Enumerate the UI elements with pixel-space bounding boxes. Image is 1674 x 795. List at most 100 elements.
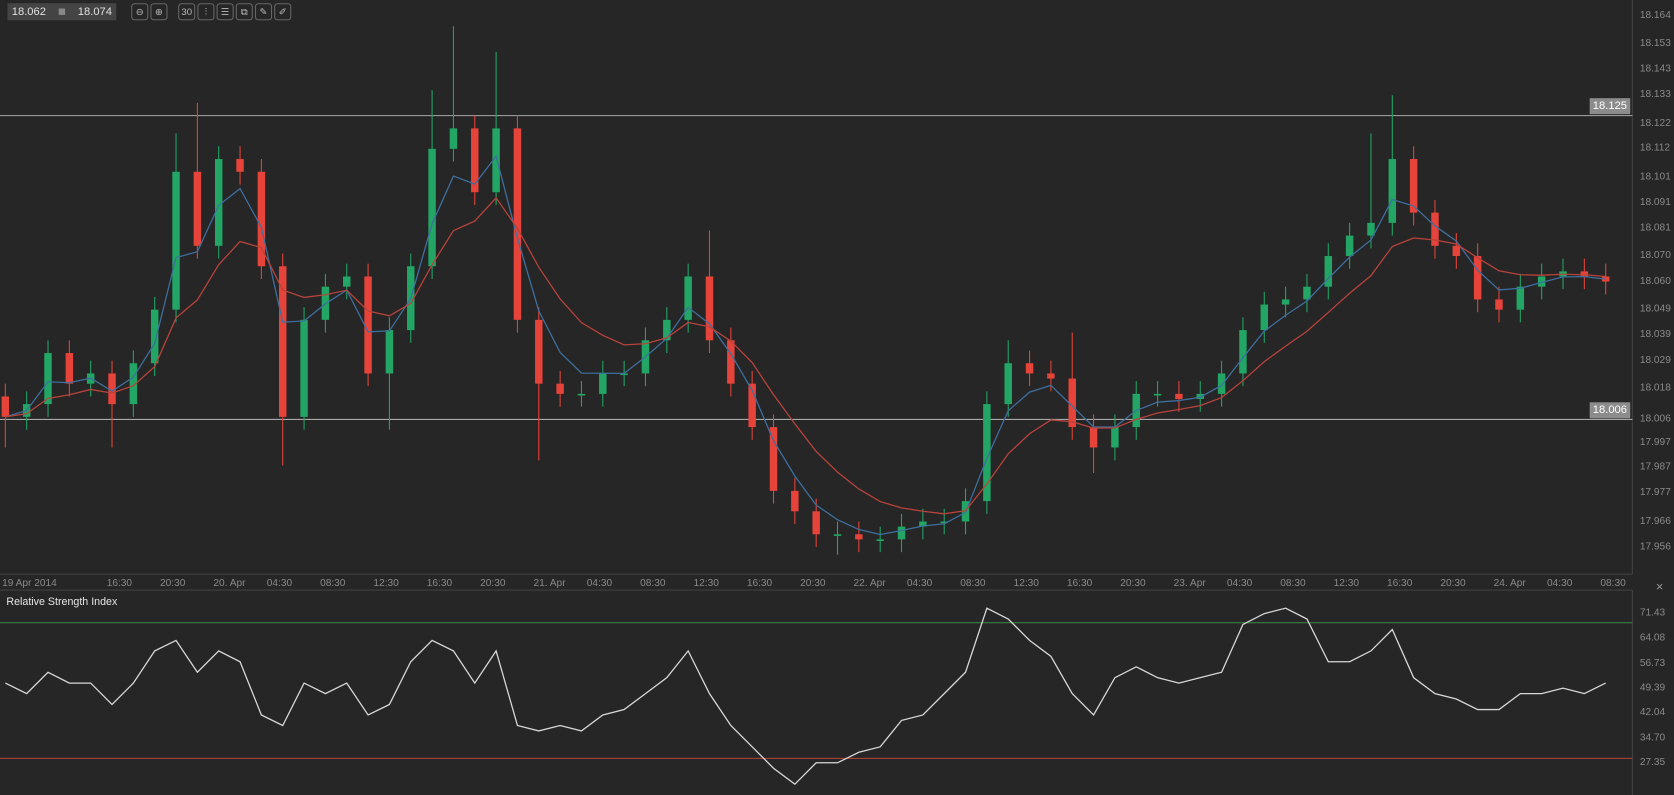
candle-bullish [492,128,500,193]
candle-bearish [1089,427,1098,448]
candle-bullish [663,319,671,341]
candle-bullish [599,373,607,394]
time-tick-label: 16:30 [1066,577,1093,590]
candle-bearish [1068,378,1076,428]
candle-bearish [278,266,287,417]
price-tick-label: 17.956 [1639,540,1671,553]
time-tick-label: 16:30 [1386,577,1413,590]
candle-bearish [812,511,820,535]
time-tick-label: 04:30 [1547,577,1573,590]
candle-bearish [705,276,714,341]
candle-bullish [1217,373,1226,394]
candle-bearish [556,383,564,394]
candle-bullish [1239,330,1247,374]
time-tick-label: 12:30 [373,577,399,590]
candle-bullish [1281,299,1290,305]
candle-bearish [1,396,10,417]
time-tick-label: 20. Apr [213,577,246,590]
candle-bullish [1367,222,1375,236]
candle-bearish [108,373,116,405]
candle-bearish [236,159,244,172]
candle-bearish [1047,373,1055,379]
rsi-tick-label: 56.73 [1639,657,1666,669]
time-tick-label: 20:30 [160,577,186,590]
zoom-in-icon[interactable]: ⊕ [150,3,168,21]
time-tick-label: 04:30 [1226,577,1253,590]
rsi-tick-label: 71.43 [1639,607,1666,619]
draw-icon[interactable]: ✐ [274,3,292,21]
price-tick-label: 17.977 [1639,487,1671,499]
time-tick-label: 16:30 [426,577,453,590]
rsi-tick-label: 64.08 [1639,632,1666,644]
candle-bearish [1452,245,1461,257]
candle-bearish [1495,299,1503,310]
price-tick-label: 18.153 [1639,37,1671,50]
candle-bullish [428,148,436,267]
time-tick-label: 24. Apr [1493,577,1526,590]
price-tick-label: 18.039 [1639,328,1671,341]
candle-bullish [449,128,458,149]
time-tick-label: 08:30 [960,577,986,590]
candle-bearish [193,171,202,246]
rsi-line [5,607,1606,785]
candle-bullish [684,276,692,320]
candle-bullish [129,363,138,405]
candle-bearish [727,340,735,384]
level-price-label: 18.006 [1589,402,1631,419]
time-tick-label: 20:30 [800,577,826,590]
time-tick-label: 12:30 [1013,577,1039,590]
chart-toolbar: 18.062 18.074 ⊖ ⊕ 30 ⫶ ☰ ⧉ ✎ ✐ [7,3,293,21]
candle-bullish [620,373,628,376]
candle-bullish [897,526,906,540]
candle-bullish [1537,276,1546,287]
time-tick-label: 04:30 [266,577,293,590]
timeframe-icon[interactable]: 30 [178,3,196,21]
time-tick-label: 12:30 [693,577,719,590]
price-tick-label: 18.018 [1639,382,1671,395]
price-tick-label: 18.133 [1639,88,1671,101]
candle-bullish [300,319,308,417]
indicators-icon[interactable]: ☰ [216,3,234,21]
candle-bullish [1111,427,1119,448]
candle-bearish [1175,393,1183,399]
price-tick-label: 18.060 [1639,275,1671,287]
candle-bullish [385,330,394,374]
candle-bullish [577,393,586,396]
bid-ask-box: 18.062 18.074 [7,3,117,21]
candle-bullish [214,159,223,246]
price-tick-label: 18.081 [1639,221,1671,234]
templates-icon[interactable]: ⧉ [235,3,253,21]
candle-bullish [1004,363,1012,405]
price-tick-label: 17.997 [1639,435,1671,448]
rsi-tick-label: 34.70 [1639,731,1666,744]
time-tick-label: 08:30 [320,577,346,590]
candle-bearish [769,427,778,491]
candle-bullish [1196,393,1204,399]
price-tick-label: 18.029 [1639,354,1671,367]
close-rsi-icon[interactable]: × [1655,579,1664,595]
rsi-tick-label: 42.04 [1639,706,1666,719]
bid-price: 18.062 [11,5,47,19]
price-tick-label: 18.101 [1639,170,1671,183]
candle-bullish [1324,256,1333,287]
candle-bearish [1409,159,1418,213]
time-tick-label: 04:30 [586,577,613,590]
rsi-tick-label: 49.39 [1639,681,1666,694]
candle-bullish [919,521,927,527]
candle-bullish [172,171,180,310]
edit-icon[interactable]: ✎ [254,3,273,21]
price-tick-label: 18.070 [1639,249,1671,262]
price-tick-label: 18.049 [1639,303,1671,315]
chart-type-icon[interactable]: ⫶ [197,3,215,21]
rsi-title: Relative Strength Index [6,596,118,609]
price-tick-label: 18.006 [1639,413,1671,425]
time-tick-label: 21. Apr [533,577,566,590]
candle-bearish [513,128,522,320]
candle-bullish [940,521,948,524]
time-tick-label: 23. Apr [1173,577,1206,590]
zoom-out-icon[interactable]: ⊖ [131,3,149,21]
time-tick-label: 22. Apr [853,577,886,590]
price-tick-label: 18.143 [1639,63,1671,76]
